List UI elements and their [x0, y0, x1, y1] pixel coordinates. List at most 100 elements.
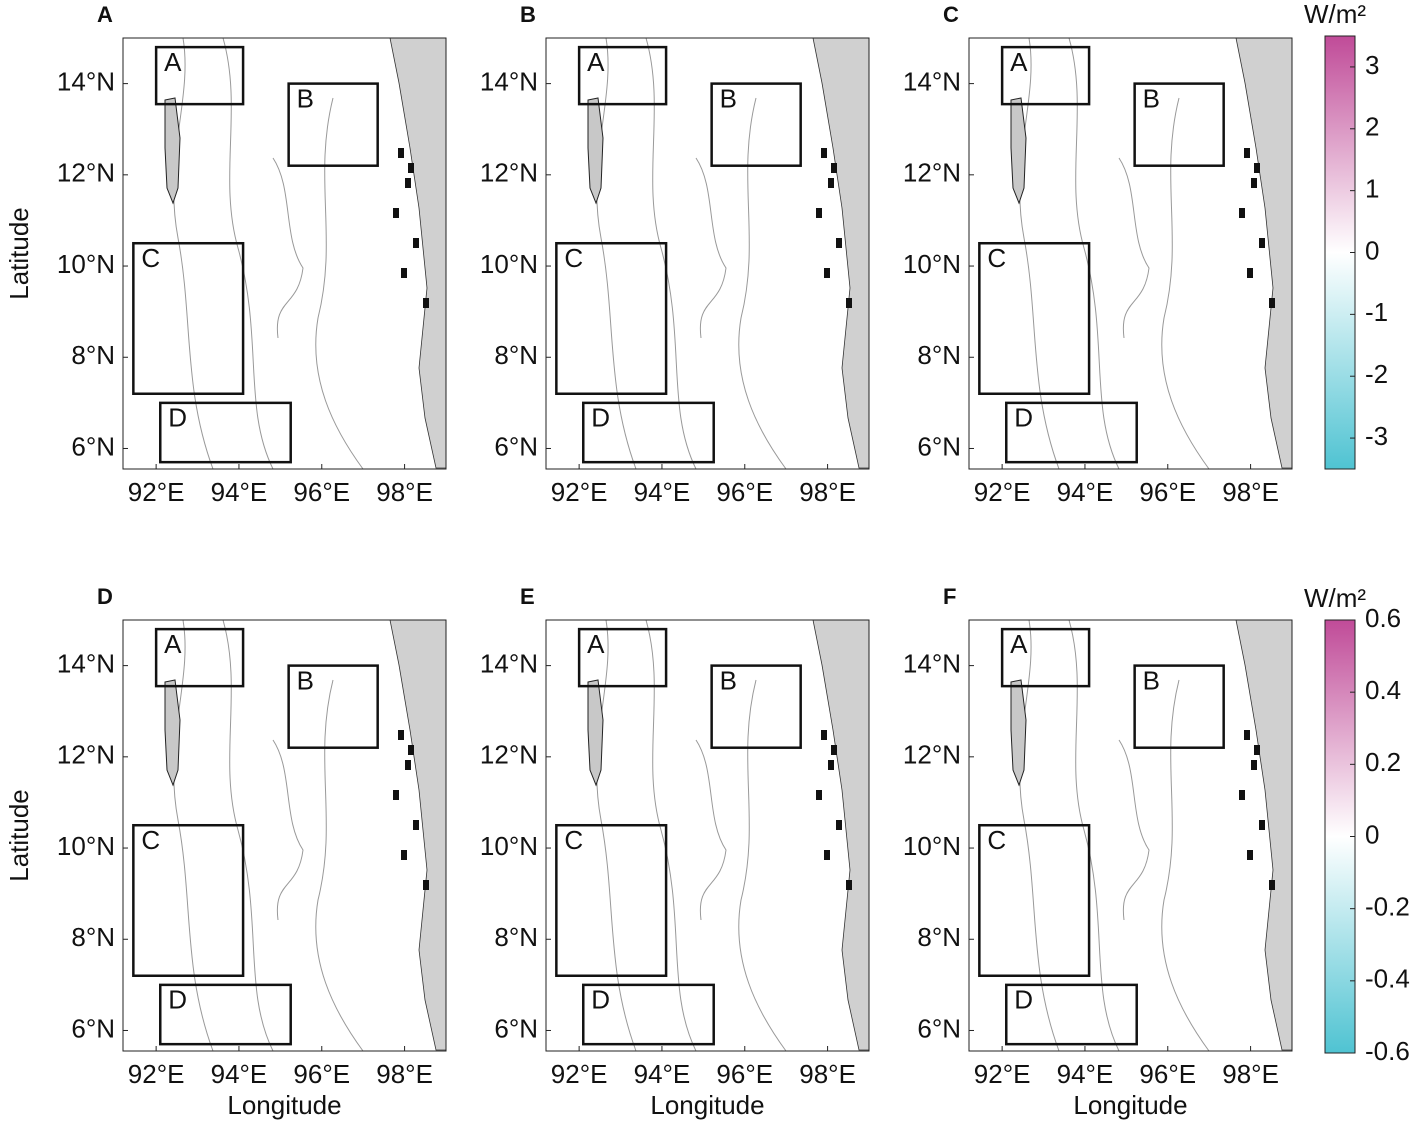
region-box: [1005, 983, 1138, 1046]
colorbar-tick-label: 0.2: [1365, 747, 1401, 777]
region-label: A: [587, 47, 605, 77]
region-label: C: [564, 825, 583, 855]
bathymetry-contour: [1019, 37, 1060, 470]
coastal-islands: [423, 298, 429, 308]
bathymetry-contour: [173, 37, 214, 470]
region-label: B: [720, 665, 737, 695]
panel-letter: D: [97, 584, 113, 609]
x-tick-label: 98°E: [799, 1059, 856, 1089]
region-box: [1133, 82, 1225, 167]
coastal-islands: [1259, 820, 1265, 830]
region-label: B: [1143, 665, 1160, 695]
region-label: D: [168, 985, 187, 1015]
coastal-islands: [423, 880, 429, 890]
y-tick-label: 6°N: [917, 431, 961, 461]
coastal-islands: [393, 208, 399, 218]
y-tick-label: 10°N: [903, 249, 961, 279]
map-frame: [122, 37, 447, 470]
region-box: [287, 664, 379, 749]
coastal-islands: [398, 730, 404, 740]
x-tick-label: 96°E: [716, 1059, 773, 1089]
x-tick-label: 94°E: [1057, 1059, 1114, 1089]
x-tick-label: 98°E: [376, 1059, 433, 1089]
bathymetry-contour: [315, 679, 364, 1052]
x-tick-label: 96°E: [716, 477, 773, 507]
region-box: [582, 983, 715, 1046]
region-label: A: [1010, 629, 1028, 659]
region-label: B: [1143, 83, 1160, 113]
bathymetry-contour: [222, 37, 274, 470]
region-label: A: [164, 47, 182, 77]
x-tick-label: 98°E: [376, 477, 433, 507]
region-label: B: [297, 665, 314, 695]
coastal-islands: [393, 790, 399, 800]
region-box: [159, 401, 292, 464]
region-label: D: [1014, 403, 1033, 433]
bathymetry-contour: [272, 739, 304, 921]
coastal-islands: [1254, 745, 1260, 755]
colorbar-tick-label: 0: [1365, 819, 1379, 849]
y-tick-label: 10°N: [57, 831, 115, 861]
x-tick-label: 96°E: [293, 1059, 350, 1089]
coastal-islands: [828, 178, 834, 188]
coastal-islands: [824, 268, 830, 278]
colorbar-tick-label: 0.6: [1365, 603, 1401, 633]
region-box: [1133, 664, 1225, 749]
colorbar-tick-label: 1: [1365, 174, 1379, 204]
colorbar-tick-label: 0.4: [1365, 675, 1401, 705]
y-tick-label: 14°N: [903, 66, 961, 96]
map-frame: [968, 619, 1293, 1052]
x-tick-label: 94°E: [634, 477, 691, 507]
region-box: [577, 627, 668, 688]
region-box: [287, 82, 379, 167]
y-tick-label: 10°N: [480, 249, 538, 279]
y-tick-label: 12°N: [903, 740, 961, 770]
y-tick-label: 8°N: [71, 922, 115, 952]
bathymetry-contour: [1068, 37, 1120, 470]
bathymetry-contour: [1118, 739, 1150, 921]
coastal-islands: [1239, 790, 1245, 800]
x-tick-label: 98°E: [1222, 1059, 1279, 1089]
y-tick-label: 14°N: [480, 66, 538, 96]
region-box: [978, 241, 1091, 395]
colorbar-tick-label: -2: [1365, 359, 1388, 389]
region-box: [555, 241, 668, 395]
x-tick-label: 94°E: [1057, 477, 1114, 507]
coastal-islands: [413, 238, 419, 248]
region-box: [555, 823, 668, 977]
region-label: D: [1014, 985, 1033, 1015]
y-axis-label: Latitude: [4, 207, 34, 300]
y-tick-label: 14°N: [480, 648, 538, 678]
y-tick-label: 10°N: [480, 831, 538, 861]
region-box: [159, 983, 292, 1046]
coastal-islands: [401, 850, 407, 860]
coastal-islands: [828, 760, 834, 770]
coastal-islands: [821, 730, 827, 740]
coastal-islands: [831, 745, 837, 755]
map-frame: [545, 37, 870, 470]
coastal-islands: [816, 790, 822, 800]
bathymetry-contour: [738, 97, 787, 470]
bathymetry-contour: [695, 157, 727, 339]
x-tick-label: 94°E: [211, 477, 268, 507]
region-box: [154, 627, 245, 688]
region-box: [710, 664, 802, 749]
y-tick-label: 12°N: [480, 158, 538, 188]
coastal-islands: [1251, 760, 1257, 770]
coastal-islands: [405, 178, 411, 188]
coastal-islands: [836, 820, 842, 830]
coastal-islands: [824, 850, 830, 860]
coastal-islands: [831, 163, 837, 173]
region-label: C: [987, 825, 1006, 855]
colorbar-tick-label: 0: [1365, 235, 1379, 265]
panel-letter: F: [943, 584, 956, 609]
y-tick-label: 6°N: [917, 1013, 961, 1043]
region-label: D: [591, 403, 610, 433]
y-tick-label: 12°N: [57, 740, 115, 770]
x-tick-label: 94°E: [211, 1059, 268, 1089]
bathymetry-contour: [1068, 619, 1120, 1052]
region-label: D: [168, 403, 187, 433]
region-label: A: [164, 629, 182, 659]
map-frame: [968, 37, 1293, 470]
